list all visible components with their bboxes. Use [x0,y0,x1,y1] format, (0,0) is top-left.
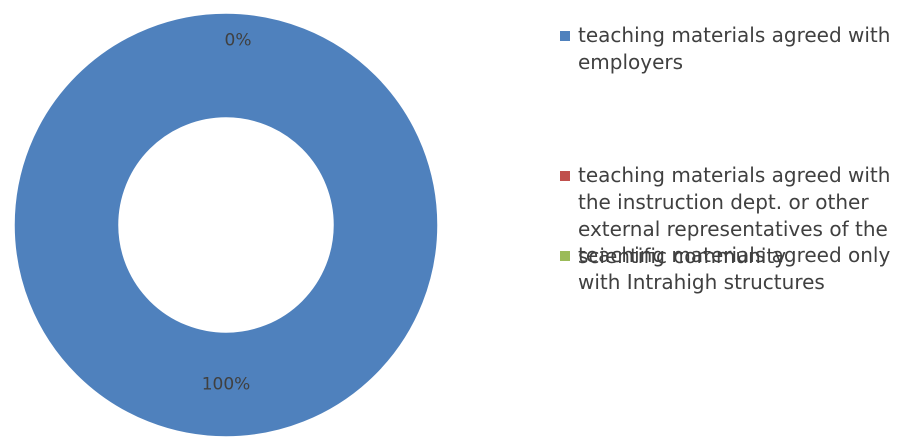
legend-item: teaching materials agreed with employers [560,22,905,76]
donut-slice [13,12,439,437]
legend-swatch [560,251,570,261]
data-label: 100% [202,375,251,395]
legend-label: teaching materials agreed with the instr… [578,163,891,268]
legend-swatch [560,171,570,181]
legend-item: teaching materials agreed only with Intr… [560,242,905,296]
data-label: 0% [225,31,252,51]
legend-swatch [560,31,570,41]
legend-label: teaching materials agreed with employers [578,23,891,74]
chart: 100% 0% [13,12,439,437]
legend-label: teaching materials agreed only with Intr… [578,243,891,294]
legend-item: teaching materials agreed with the instr… [560,162,905,270]
